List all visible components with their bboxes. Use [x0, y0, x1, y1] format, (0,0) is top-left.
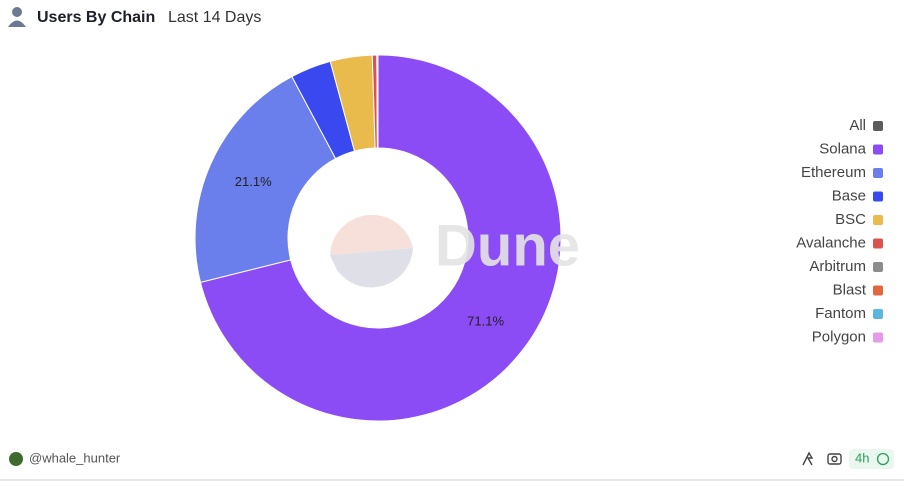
legend-swatch	[873, 144, 883, 155]
legend-label: Avalanche	[796, 234, 866, 251]
legend-label: Blast	[833, 281, 867, 298]
legend-label: Ethereum	[801, 164, 866, 181]
legend-label: Arbitrum	[809, 258, 866, 275]
value-label: 21.1%	[235, 174, 272, 189]
author[interactable]: @whale_hunter	[29, 450, 121, 465]
pie-slice	[199, 54, 562, 422]
legend-label: All	[849, 117, 866, 134]
legend: All Solana Ethereum Base BSC Avalanche Arbitru…	[796, 117, 883, 345]
legend-label: Polygon	[812, 328, 866, 345]
legend-swatch	[873, 215, 883, 225]
legend-label: BSC	[835, 211, 866, 228]
legend-label: Base	[832, 187, 866, 204]
legend-swatch	[873, 309, 883, 319]
value-label: 71.1%	[467, 313, 504, 328]
chart-subtitle: Last 14 Days	[168, 9, 261, 26]
legend-swatch	[873, 238, 883, 249]
age: 4h	[855, 450, 869, 465]
author-avatar	[9, 452, 23, 466]
watermark-text: Dune	[435, 213, 580, 278]
user-icon	[8, 7, 26, 27]
legend-swatch	[873, 285, 883, 296]
legend-label: Solana	[819, 140, 866, 157]
chart-title: Users By Chain	[37, 9, 155, 26]
legend-swatch	[873, 168, 883, 178]
watermark: Dune	[330, 213, 580, 288]
legend-swatch	[873, 262, 883, 272]
legend-swatch	[873, 121, 883, 131]
footer-icons	[802, 451, 842, 466]
legend-label: Fantom	[815, 305, 866, 322]
pie-slice	[194, 75, 337, 284]
legend-swatch	[873, 191, 883, 202]
legend-swatch	[873, 332, 883, 343]
pie: 71.1% 21.1%	[194, 54, 562, 422]
age-check	[876, 452, 890, 466]
